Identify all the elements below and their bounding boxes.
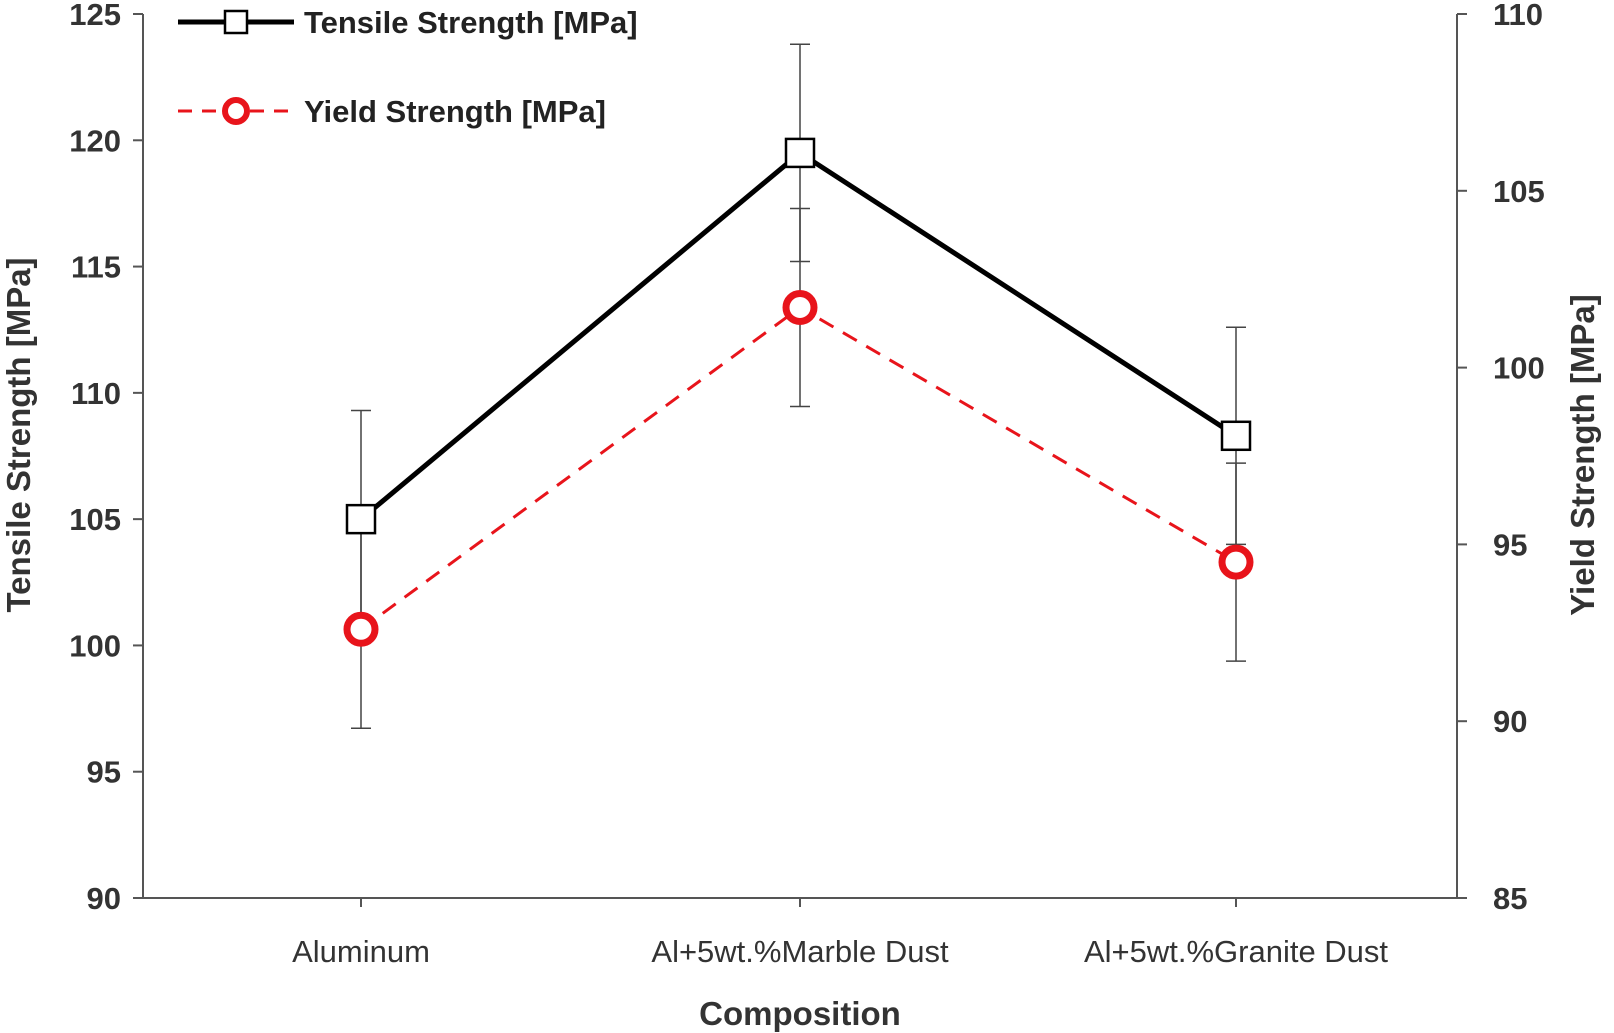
y-axis-title: Tensile Strength [MPa] bbox=[0, 257, 37, 612]
tensile-point bbox=[345, 503, 377, 535]
axis-labels: Composition Tensile Strength [MPa] Yield… bbox=[0, 257, 1601, 1032]
legend-tensile-marker bbox=[223, 9, 249, 35]
y-tick-label: 95 bbox=[87, 755, 121, 790]
legend-item-tensile: Tensile Strength [MPa] bbox=[178, 5, 638, 40]
y2-tick-label: 90 bbox=[1493, 704, 1527, 739]
tensile-point bbox=[784, 137, 816, 169]
legend-yield-label: Yield Strength [MPa] bbox=[304, 94, 606, 129]
legend-tensile-label: Tensile Strength [MPa] bbox=[304, 5, 638, 40]
y-tick-label: 120 bbox=[69, 123, 121, 158]
y-tick-label: 100 bbox=[69, 628, 121, 663]
x-tick-label: Al+5wt.%Marble Dust bbox=[651, 934, 949, 969]
y-tick-label: 90 bbox=[87, 881, 121, 916]
yield-point bbox=[1218, 544, 1254, 580]
y-tick-label: 105 bbox=[69, 502, 121, 537]
y2-tick-label: 110 bbox=[1493, 0, 1543, 32]
yield-line bbox=[360, 305, 1237, 631]
legend: Tensile Strength [MPa] Yield Strength [M… bbox=[178, 5, 638, 129]
y2-tick-label: 100 bbox=[1493, 351, 1545, 386]
y-tick-label: 115 bbox=[71, 250, 121, 285]
x-axis-title: Composition bbox=[699, 995, 901, 1032]
y2-axis-title: Yield Strength [MPa] bbox=[1564, 294, 1601, 615]
legend-item-yield: Yield Strength [MPa] bbox=[178, 94, 606, 129]
axes: 90 95 100 105 110 115 120 125 85 90 95 100 105 110 Alu… bbox=[69, 0, 1544, 969]
x-tick-label: Aluminum bbox=[292, 934, 430, 969]
x-tick-label: Al+5wt.%Granite Dust bbox=[1084, 934, 1388, 969]
y2-tick-label: 105 bbox=[1493, 174, 1545, 209]
series bbox=[343, 137, 1254, 647]
tensile-point bbox=[1220, 420, 1252, 452]
y-tick-label: 110 bbox=[71, 376, 121, 411]
y2-tick-label: 85 bbox=[1493, 881, 1527, 916]
y2-tick-label: 95 bbox=[1493, 527, 1527, 562]
yield-point bbox=[782, 289, 818, 325]
yield-point bbox=[343, 611, 379, 647]
legend-yield-marker bbox=[222, 97, 250, 125]
y-tick-label: 125 bbox=[69, 0, 121, 32]
